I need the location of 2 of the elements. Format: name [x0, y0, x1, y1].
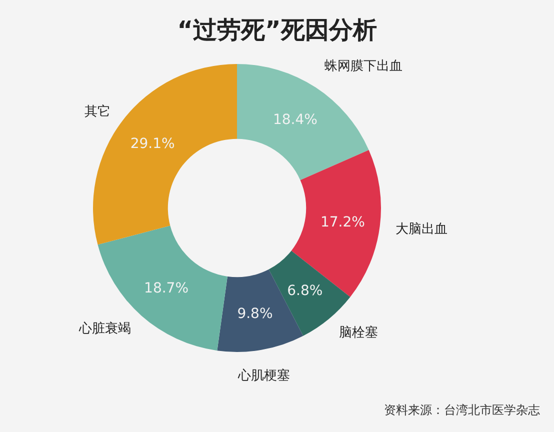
title: “过劳死”死因分析: [177, 16, 377, 44]
annotation: 资料来源：台湾北市医学杂志: [384, 403, 540, 417]
